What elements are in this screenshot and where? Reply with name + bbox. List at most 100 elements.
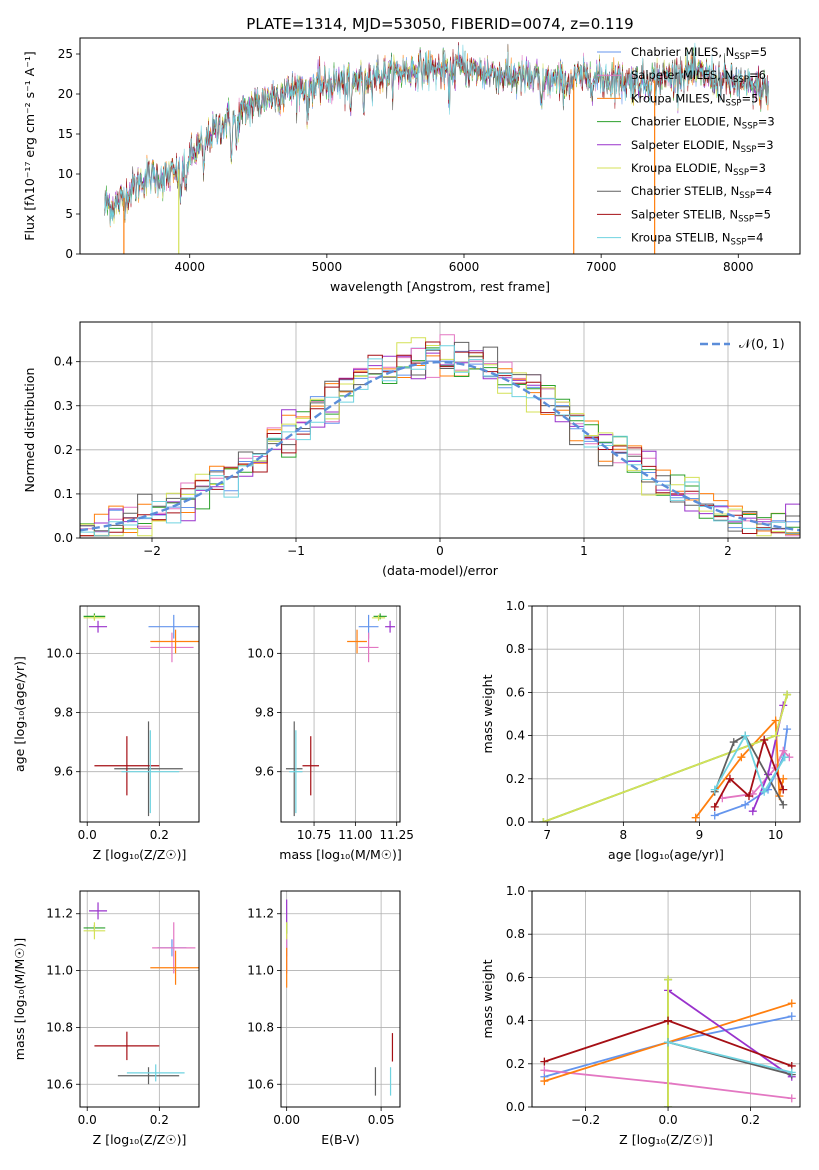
plot-area bbox=[80, 322, 800, 538]
plot-area bbox=[532, 891, 800, 1107]
y-tick-label: 1.0 bbox=[506, 599, 525, 613]
weight-marker bbox=[540, 1057, 549, 1066]
errorbar-point bbox=[126, 1064, 185, 1082]
legend-label: Kroupa MILES, NSSP=5 bbox=[631, 91, 758, 108]
x-tick-label: 0.2 bbox=[150, 1113, 169, 1127]
legend-entry: Chabrier STELIB, NSSP=4 bbox=[597, 184, 772, 201]
y-tick-label: 10.0 bbox=[46, 646, 73, 660]
y-tick-label: 0 bbox=[65, 247, 73, 261]
x-tick-label: 8000 bbox=[723, 260, 754, 274]
spectrum-line bbox=[104, 42, 769, 227]
legend-entry: Chabrier ELODIE, NSSP=3 bbox=[597, 115, 775, 132]
weight-marker bbox=[780, 753, 789, 762]
legend-entry: Kroupa STELIB, NSSP=4 bbox=[597, 231, 763, 248]
weight-marker bbox=[760, 735, 769, 744]
y-tick-label: 11.0 bbox=[247, 964, 274, 978]
weight-marker bbox=[737, 753, 746, 762]
y-axis-label: mass weight bbox=[480, 674, 495, 753]
legend-entry: 𝒩(0, 1) bbox=[700, 336, 785, 351]
errorbar-point bbox=[94, 1031, 160, 1061]
errorbar-point bbox=[94, 736, 160, 796]
x-tick-label: −0.2 bbox=[571, 1113, 600, 1127]
weight-marker bbox=[540, 1077, 549, 1086]
x-tick-label: 6000 bbox=[449, 260, 480, 274]
x-axis-label: Z [log₁₀(Z/Z☉)] bbox=[93, 1132, 187, 1147]
errorbar-point bbox=[121, 730, 180, 814]
histogram-step bbox=[80, 345, 800, 537]
axes-frame bbox=[531, 890, 801, 1108]
errorbar-point bbox=[302, 736, 320, 796]
weight-line bbox=[713, 734, 785, 806]
weight-series bbox=[710, 731, 789, 796]
y-tick-label: 1.0 bbox=[506, 884, 525, 898]
y-tick-label: 9.8 bbox=[255, 706, 274, 720]
weight-marker bbox=[779, 746, 788, 755]
x-axis-label: (data-model)/error bbox=[382, 563, 499, 578]
chart-age_vs_Z: 0.0 0.2 9.6 9.8 10.0 Z [log₁₀(Z/Z☉)] age [log₁… bbox=[12, 605, 200, 862]
y-tick-label: 11.2 bbox=[46, 907, 73, 921]
errorbar-point bbox=[285, 721, 303, 817]
legend-entry: Salpeter STELIB, NSSP=5 bbox=[597, 207, 771, 224]
plot-area bbox=[80, 606, 199, 822]
weight-marker bbox=[771, 731, 780, 740]
y-tick-label: 10.0 bbox=[247, 646, 274, 660]
errorbar-point bbox=[152, 922, 196, 974]
errorbar-point bbox=[371, 614, 386, 621]
legend-label: Salpeter ELODIE, NSSP=3 bbox=[631, 138, 774, 155]
y-tick-label: 0.0 bbox=[506, 1100, 525, 1114]
axes-frame bbox=[79, 605, 200, 823]
y-axis-label: age [log₁₀(age/yr)] bbox=[12, 656, 27, 772]
y-tick-label: 0.1 bbox=[54, 487, 73, 501]
y-tick-label: 25 bbox=[58, 47, 73, 61]
x-axis-label: age [log₁₀(age/yr)] bbox=[608, 847, 724, 862]
axes-frame bbox=[280, 890, 401, 1108]
x-tick-label: 10.75 bbox=[297, 828, 331, 842]
weight-series bbox=[710, 735, 788, 811]
x-tick-label: 2 bbox=[724, 544, 732, 558]
y-tick-label: 9.8 bbox=[54, 706, 73, 720]
plot-area bbox=[281, 606, 400, 822]
errorbar-point bbox=[89, 902, 108, 920]
weight-marker bbox=[787, 1094, 796, 1103]
legend-entry: Kroupa MILES, NSSP=5 bbox=[597, 91, 758, 108]
chart-residuals: −2 −1 0 1 2 0.0 0.1 0.2 0.3 0.4 (data-model)/error… bbox=[22, 321, 801, 578]
legend-label: Salpeter MILES, NSSP=6 bbox=[631, 68, 766, 85]
y-tick-label: 0.2 bbox=[506, 1057, 525, 1071]
x-tick-label: 7 bbox=[543, 828, 551, 842]
weight-marker bbox=[771, 716, 780, 725]
errorbar-point bbox=[83, 614, 106, 621]
x-tick-label: −2 bbox=[143, 544, 161, 558]
weight-marker bbox=[744, 792, 753, 801]
y-tick-label: 10 bbox=[58, 167, 73, 181]
weight-marker bbox=[664, 1103, 673, 1107]
weight-marker bbox=[783, 725, 792, 734]
y-tick-label: 9.6 bbox=[255, 765, 274, 779]
legend-label: Chabrier ELODIE, NSSP=3 bbox=[631, 115, 775, 132]
weight-marker bbox=[691, 813, 700, 822]
legend-entry: Salpeter MILES, NSSP=6 bbox=[597, 68, 766, 85]
x-axis-label: Z [log₁₀(Z/Z☉)] bbox=[93, 847, 187, 862]
x-tick-label: 0 bbox=[436, 544, 444, 558]
weight-marker bbox=[741, 800, 750, 809]
y-axis-label: Flux [fλ10⁻¹⁷ erg cm⁻² s⁻¹ A⁻¹] bbox=[22, 51, 37, 240]
x-tick-label: 11.25 bbox=[380, 828, 414, 842]
weight-series bbox=[539, 690, 792, 822]
legend-label: Kroupa STELIB, NSSP=4 bbox=[631, 231, 763, 248]
y-tick-label: 0.2 bbox=[54, 443, 73, 457]
x-tick-label: 4000 bbox=[174, 260, 205, 274]
weight-marker bbox=[539, 818, 548, 822]
y-tick-label: 0.2 bbox=[506, 772, 525, 786]
legend-label: Chabrier MILES, NSSP=5 bbox=[631, 45, 767, 62]
axes-frame bbox=[79, 890, 200, 1108]
weight-line bbox=[543, 694, 788, 822]
y-tick-label: 0.0 bbox=[506, 815, 525, 829]
figure-title: PLATE=1314, MJD=53050, FIBERID=0074, z=0… bbox=[246, 15, 633, 33]
weight-marker bbox=[729, 738, 738, 747]
errorbar-point bbox=[289, 730, 303, 814]
y-tick-label: 0.6 bbox=[506, 970, 525, 984]
x-axis-label: wavelength [Angstrom, rest frame] bbox=[330, 279, 550, 294]
weight-marker bbox=[779, 785, 788, 794]
errorbar-point bbox=[385, 620, 396, 633]
x-tick-label: 0.0 bbox=[659, 1113, 678, 1127]
